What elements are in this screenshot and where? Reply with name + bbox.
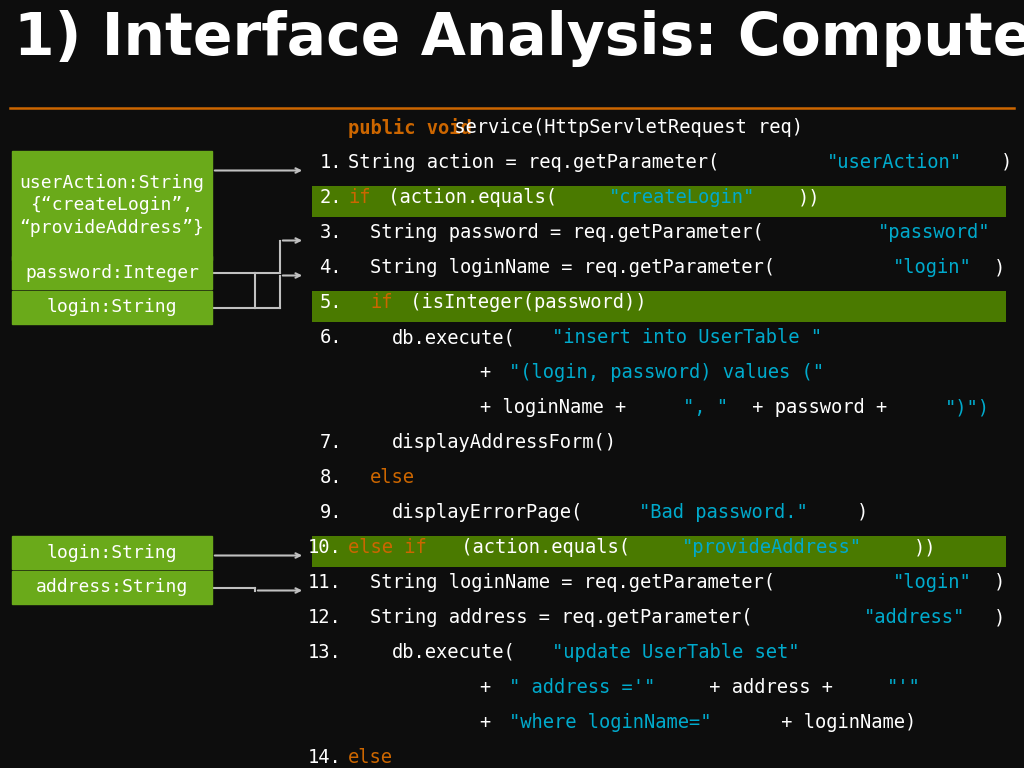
Text: "update UserTable set": "update UserTable set" [552, 643, 799, 662]
Text: 1) Interface Analysis: Compute IP Domains: 1) Interface Analysis: Compute IP Domain… [14, 10, 1024, 67]
Text: " address ='": " address ='" [509, 678, 655, 697]
Text: 1.: 1. [319, 153, 342, 172]
Text: ")"): ")") [944, 398, 989, 417]
FancyBboxPatch shape [12, 536, 212, 569]
Text: + address +: + address + [697, 678, 844, 697]
Text: login:String: login:String [47, 544, 177, 561]
Text: 10.: 10. [308, 538, 342, 557]
Text: ): ) [994, 258, 1006, 277]
Text: "address": "address" [863, 608, 965, 627]
Text: String loginName = req.getParameter(: String loginName = req.getParameter( [370, 573, 775, 592]
Text: db.execute(: db.execute( [392, 328, 516, 347]
Text: 5.: 5. [319, 293, 342, 312]
Text: userAction:String
{“createLogin”,
“provideAddress”}: userAction:String {“createLogin”, “provi… [19, 174, 205, 237]
Text: (action.equals(: (action.equals( [450, 538, 630, 557]
Text: if: if [370, 293, 392, 312]
Text: "userAction": "userAction" [827, 153, 962, 172]
Text: "(login, password) values (": "(login, password) values (" [509, 363, 824, 382]
Text: "createLogin": "createLogin" [609, 188, 756, 207]
Text: +: + [480, 678, 503, 697]
Text: ): ) [856, 503, 867, 522]
Text: "provideAddress": "provideAddress" [682, 538, 862, 557]
Text: ", ": ", " [683, 398, 728, 417]
Text: String action = req.getParameter(: String action = req.getParameter( [348, 153, 719, 172]
Text: 13.: 13. [308, 643, 342, 662]
Text: displayErrorPage(: displayErrorPage( [392, 503, 584, 522]
Text: public void: public void [348, 118, 472, 138]
Text: 4.: 4. [319, 258, 342, 277]
Text: + loginName): + loginName) [770, 713, 916, 732]
Text: 14.: 14. [308, 748, 342, 767]
FancyBboxPatch shape [12, 256, 212, 289]
Text: )): )) [914, 538, 937, 557]
Text: "'": "'" [887, 678, 921, 697]
Text: ): ) [1001, 153, 1013, 172]
Text: address:String: address:String [36, 578, 188, 597]
Text: ): ) [994, 573, 1006, 592]
Text: password:Integer: password:Integer [25, 263, 199, 282]
Text: 8.: 8. [319, 468, 342, 487]
Text: "Bad password.": "Bad password." [639, 503, 808, 522]
FancyBboxPatch shape [12, 151, 212, 260]
Text: "password": "password" [878, 223, 990, 242]
Text: if: if [348, 188, 371, 207]
Text: "login": "login" [893, 573, 972, 592]
Text: db.execute(: db.execute( [392, 643, 516, 662]
Text: String password = req.getParameter(: String password = req.getParameter( [370, 223, 764, 242]
Text: displayAddressForm(): displayAddressForm() [392, 433, 617, 452]
FancyBboxPatch shape [312, 186, 1006, 217]
FancyBboxPatch shape [12, 291, 212, 324]
Text: +: + [480, 363, 503, 382]
Text: String address = req.getParameter(: String address = req.getParameter( [370, 608, 753, 627]
Text: 11.: 11. [308, 573, 342, 592]
Text: 3.: 3. [319, 223, 342, 242]
Text: 12.: 12. [308, 608, 342, 627]
Text: else: else [348, 748, 393, 767]
FancyBboxPatch shape [12, 571, 212, 604]
Text: "login": "login" [893, 258, 972, 277]
Text: )): )) [798, 188, 820, 207]
Text: 6.: 6. [319, 328, 342, 347]
Text: (isInteger(password)): (isInteger(password)) [399, 293, 646, 312]
Text: + loginName +: + loginName + [480, 398, 638, 417]
FancyBboxPatch shape [312, 536, 1006, 567]
Text: + password +: + password + [741, 398, 899, 417]
Text: 7.: 7. [319, 433, 342, 452]
Text: "insert into UserTable ": "insert into UserTable " [552, 328, 821, 347]
Text: ): ) [994, 608, 1006, 627]
Text: (action.equals(: (action.equals( [377, 188, 557, 207]
Text: 9.: 9. [319, 503, 342, 522]
Text: else if: else if [348, 538, 427, 557]
Text: service(HttpServletRequest req): service(HttpServletRequest req) [443, 118, 803, 137]
Text: else: else [370, 468, 415, 487]
Text: 2.: 2. [319, 188, 342, 207]
Text: login:String: login:String [47, 299, 177, 316]
Text: +: + [480, 713, 503, 732]
FancyBboxPatch shape [312, 291, 1006, 322]
Text: "where loginName=": "where loginName=" [509, 713, 712, 732]
Text: String loginName = req.getParameter(: String loginName = req.getParameter( [370, 258, 775, 277]
